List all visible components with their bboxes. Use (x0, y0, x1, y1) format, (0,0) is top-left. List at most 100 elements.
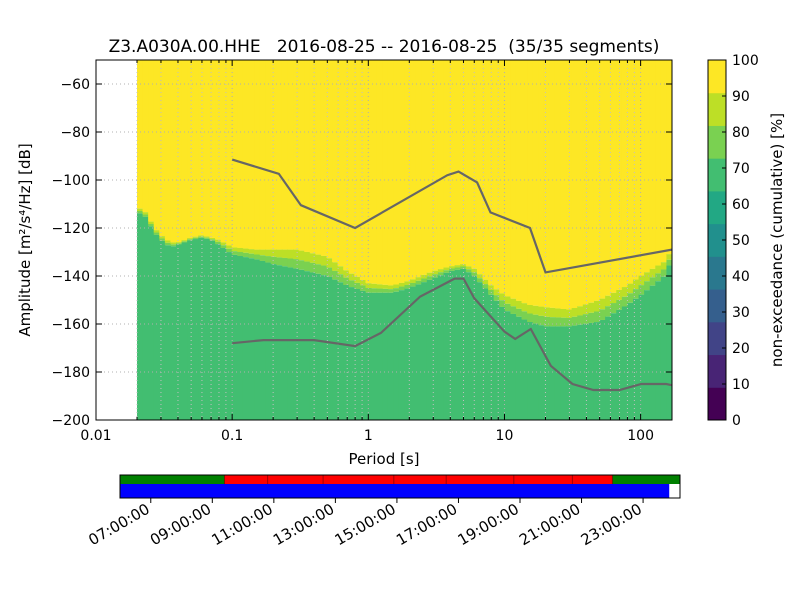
heat-cell-yellow (666, 60, 672, 255)
heat-cell-lime (527, 305, 534, 314)
heat-cell-lightgreen (293, 259, 300, 269)
heat-cell-lime (159, 236, 166, 239)
colorbar-tick-label: 60 (732, 197, 750, 213)
heat-cell-lime (482, 279, 489, 285)
colorbar-segment (708, 125, 726, 159)
heat-cell-yellow (437, 60, 445, 270)
heat-cell-yellow (421, 60, 428, 275)
heat-cell-yellow (660, 60, 668, 263)
heat-cell-lightgreen (510, 306, 517, 314)
heat-cell-yellow (231, 60, 238, 248)
heat-cell-lightgreen (332, 270, 339, 280)
heat-cell-lime (421, 274, 428, 279)
heat-cell-lime (359, 280, 367, 286)
heat-cell-lime (644, 272, 651, 282)
heat-cell-green (593, 322, 601, 420)
heat-cell-yellow (270, 60, 277, 250)
heat-cell-lime (298, 250, 305, 261)
y-tick-label: −80 (60, 125, 90, 141)
y-tick-label: −180 (52, 365, 90, 381)
colorbar-segment (708, 92, 726, 126)
colorbar-segment (708, 60, 726, 94)
heat-cell-yellow (187, 60, 194, 239)
heat-cell-lightgreen (343, 277, 350, 285)
colorbar-tick-label: 70 (732, 161, 750, 177)
heat-cell-green (159, 240, 166, 420)
heat-cell-lightgreen (437, 272, 445, 276)
y-tick-label: −120 (52, 221, 90, 237)
heat-cell-yellow (376, 60, 383, 285)
heat-cell-lime (593, 300, 601, 312)
colorbar-tick-label: 80 (732, 125, 750, 141)
heat-cell-lime (309, 253, 316, 263)
heat-cell-lightgreen (354, 282, 361, 289)
heat-cell-yellow (599, 60, 606, 299)
heat-cell-lime (571, 307, 578, 317)
heat-cell-yellow (521, 60, 528, 304)
heat-cell-lightgreen (254, 254, 261, 260)
colorbar-tick-label: 90 (732, 89, 750, 105)
heat-cell-lightgreen (337, 274, 344, 283)
heat-cell-lime (655, 265, 662, 274)
heat-cell-lime (209, 237, 216, 240)
heat-cell-green (276, 265, 283, 420)
heat-cell-green (499, 306, 506, 420)
heat-cell-lime (488, 285, 495, 290)
heat-cell-lightgreen (632, 289, 640, 299)
heat-cell-yellow (287, 60, 294, 250)
heat-cell-yellow (560, 60, 567, 309)
heat-cell-lime (365, 283, 372, 288)
heat-cell-lime (649, 268, 656, 278)
heat-cell-green (231, 254, 238, 420)
noise-model-low-line (232, 277, 672, 392)
heat-cell-lightgreen (421, 278, 428, 283)
heat-cell-lightgreen (404, 284, 411, 289)
heat-cell-yellow (248, 60, 255, 250)
heat-cell-lime (499, 293, 506, 301)
coverage-bars (120, 475, 680, 498)
heat-cell-yellow (337, 60, 344, 267)
heat-cell-yellow (610, 60, 617, 293)
heat-cell-lightgreen (398, 286, 406, 291)
colorbar-segment (708, 256, 726, 290)
heat-cell-lightgreen (415, 280, 422, 285)
heat-cell-lightgreen (476, 278, 484, 283)
heat-cell-green (437, 275, 445, 420)
x-tick-label: 10 (496, 428, 514, 444)
heat-cell-lime (566, 309, 573, 318)
heat-cell-lightgreen (655, 273, 662, 282)
y-tick-label: −160 (52, 317, 90, 333)
heat-cell-yellow (549, 60, 556, 308)
distribution-heatmap (136, 60, 672, 420)
heat-cell-yellow (220, 60, 227, 243)
heat-cell-lime (554, 308, 562, 318)
heat-cell-green (454, 269, 461, 420)
heat-cell-yellow (198, 60, 205, 236)
heat-cell-green (281, 266, 289, 420)
heat-cell-yellow (365, 60, 372, 284)
coverage-bottom-segment (120, 484, 670, 498)
x-tick-label: 0.1 (221, 428, 243, 444)
heat-cell-lime (315, 254, 322, 265)
heat-cell-yellow (293, 60, 300, 250)
coverage-top-segment (224, 475, 613, 484)
heat-cell-green (655, 281, 662, 420)
heat-cell-green (527, 322, 534, 420)
heat-cell-lime (198, 235, 205, 237)
heat-cell-lime (287, 249, 294, 259)
heat-cell-green (627, 302, 634, 420)
heat-cell-yellow (148, 60, 155, 222)
heat-cell-lime (231, 247, 238, 252)
heat-cell-lime (410, 279, 417, 283)
heat-cell-yellow (432, 60, 439, 271)
colorbar: 0 10 20 30 40 50 60 70 80 90 100 non-exceedance (c… (707, 53, 786, 429)
coverage-top-segment (120, 475, 225, 484)
heat-cell-green (605, 316, 612, 420)
heat-cell-green (298, 269, 305, 420)
heat-cell-yellow (203, 60, 211, 237)
heat-cell-green (354, 288, 361, 420)
heat-cell-lime (376, 284, 383, 289)
heat-cell-yellow (382, 60, 389, 285)
heat-cell-green (309, 272, 316, 420)
heat-cell-lime (493, 289, 500, 296)
